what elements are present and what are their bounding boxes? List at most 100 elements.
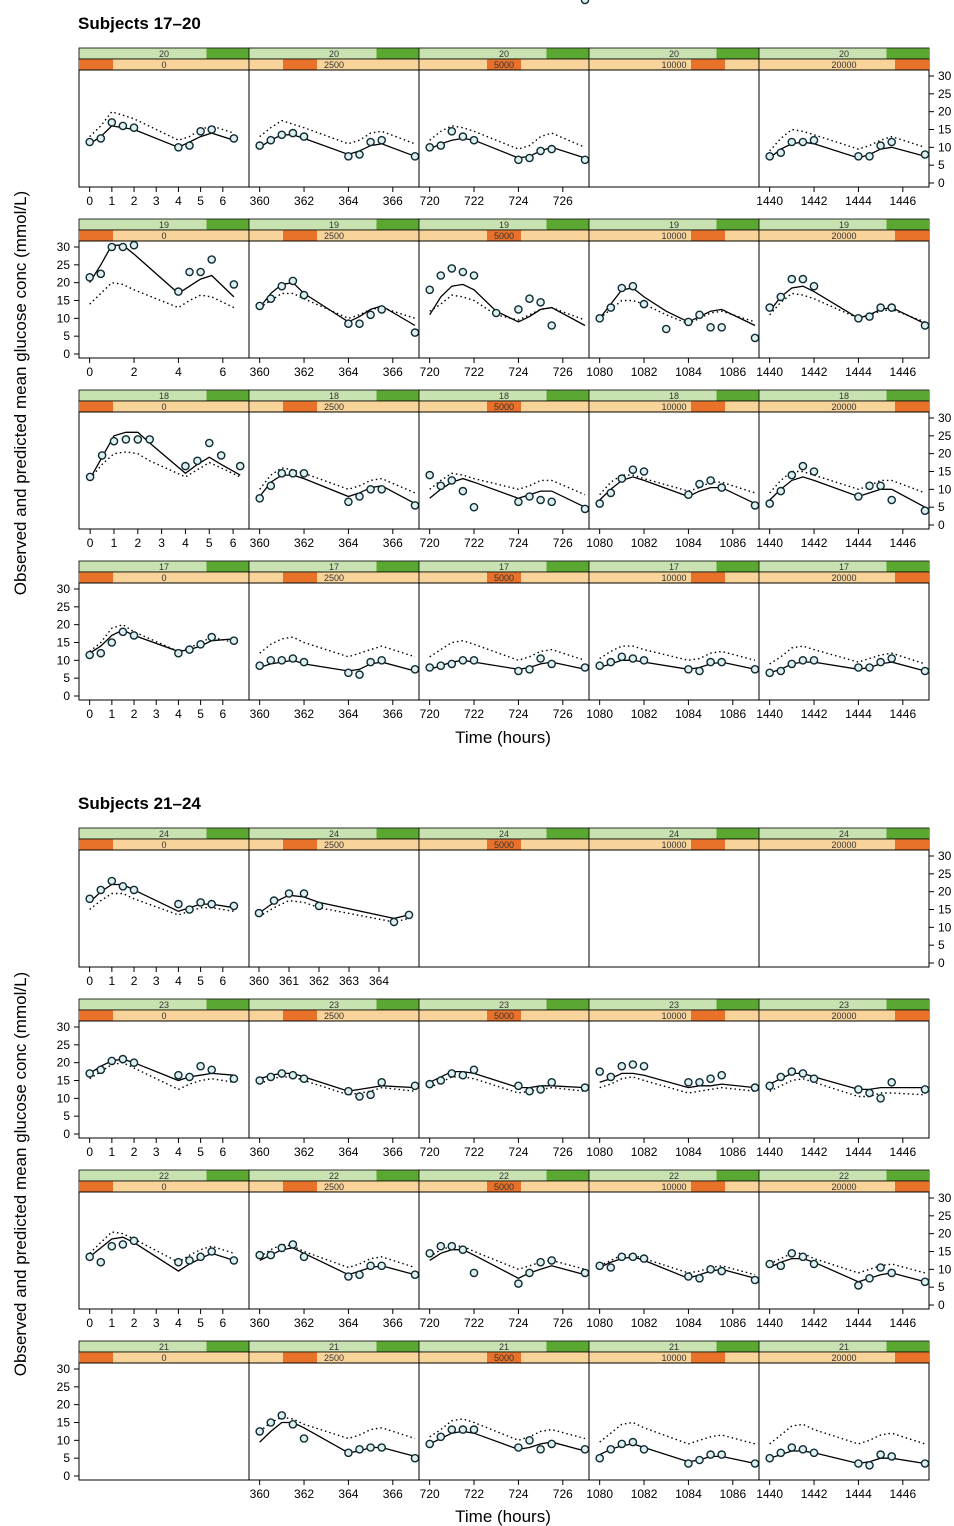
observed-point (107, 118, 117, 127)
individual-prediction-line (599, 1256, 756, 1279)
observed-point (547, 659, 557, 669)
x-tick-label: 360 (250, 536, 270, 550)
y-tick-label: 10 (938, 482, 952, 496)
x-tick-label: 364 (338, 536, 358, 550)
strip-dose-marker (487, 230, 521, 241)
y-tick-label: 15 (57, 294, 71, 308)
observed-point (299, 132, 309, 141)
observed-point (854, 492, 863, 501)
observed-point (377, 484, 387, 494)
observed-point (436, 1241, 446, 1251)
observed-point (436, 1076, 446, 1085)
strip-dose-label: 10000 (661, 231, 686, 241)
observed-point (536, 297, 545, 307)
x-tick-label: 726 (553, 1316, 573, 1330)
x-tick-label: 722 (464, 194, 484, 208)
strip-subject-marker (886, 390, 929, 401)
x-tick-label: 366 (383, 1145, 403, 1159)
observed-point (865, 1461, 874, 1470)
y-tick-label: 20 (938, 1227, 952, 1241)
strip-dose-label: 20000 (831, 1353, 856, 1363)
y-tick-label: 0 (938, 518, 945, 532)
observed-point (355, 1092, 364, 1101)
panel-21-0: 210 (78, 1340, 250, 1481)
observed-point (196, 1061, 205, 1071)
x-tick-label: 360 (250, 1145, 270, 1159)
strip-dose-label: 5000 (494, 1011, 514, 1021)
observed-point (876, 1094, 885, 1103)
observed-point (536, 146, 545, 156)
observed-point (809, 467, 819, 476)
strip-subject-label: 23 (669, 1000, 679, 1010)
x-tick-label: 1446 (889, 1316, 916, 1330)
observed-point (595, 313, 605, 323)
observed-point (876, 141, 885, 150)
observed-point (207, 632, 216, 642)
strip-dose-marker (79, 401, 113, 412)
panel-frame (418, 582, 590, 701)
strip-subject-marker (886, 828, 929, 839)
observed-point (639, 1061, 649, 1071)
x-tick-label: 364 (338, 1487, 358, 1501)
observed-point (299, 468, 309, 478)
observed-point (425, 1249, 435, 1258)
observed-point (536, 1085, 545, 1094)
x-tick-label: 5 (206, 536, 213, 550)
y-tick-label: 20 (938, 885, 952, 899)
observed-point (628, 654, 638, 663)
observed-point (288, 1070, 298, 1080)
observed-point (706, 1265, 715, 1274)
strip-subject-label: 20 (499, 49, 509, 59)
panel-frame (248, 69, 420, 188)
x-tick-label: 1442 (801, 365, 828, 379)
y-tick-label: 25 (57, 258, 71, 272)
strip-dose-label: 2500 (324, 1353, 344, 1363)
y-tick-label: 30 (57, 1020, 71, 1034)
observed-point (185, 1072, 194, 1082)
individual-prediction-line (429, 1070, 586, 1089)
strip-subject-marker (546, 1170, 589, 1181)
panel-frame (248, 582, 420, 701)
population-prediction-line (769, 128, 926, 152)
strip-subject-label: 18 (499, 391, 509, 401)
x-tick-label: 6 (219, 365, 226, 379)
population-prediction-line (429, 472, 586, 496)
y-tick-label: 20 (57, 1398, 71, 1412)
strip-subject-marker (546, 48, 589, 59)
panel-frame (588, 1362, 760, 1481)
panel-frame (758, 69, 930, 188)
strip-subject-label: 23 (839, 1000, 849, 1010)
observed-point (447, 1425, 457, 1434)
x-tick-label: 1442 (801, 1316, 828, 1330)
individual-prediction-line (429, 137, 586, 159)
strip-dose-marker (283, 1010, 317, 1021)
strip-dose-marker (283, 572, 317, 583)
individual-prediction-line (429, 1430, 586, 1452)
strip-subject-label: 19 (329, 220, 339, 230)
observed-point (765, 1081, 775, 1091)
panel-frame (418, 69, 590, 188)
strip-subject-marker (376, 48, 419, 59)
x-tick-label: 1440 (756, 707, 783, 721)
observed-point (85, 894, 94, 904)
strip-subject-marker (716, 390, 759, 401)
strip-subject-label: 17 (839, 562, 849, 572)
y-tick-label: 5 (938, 500, 945, 514)
strip-dose-label: 2500 (324, 60, 344, 70)
x-tick-label: 1442 (801, 707, 828, 721)
strip-subject-marker (376, 1341, 419, 1352)
observed-point (547, 1439, 557, 1449)
observed-point (410, 1453, 420, 1463)
strip-dose-label: 0 (161, 1182, 166, 1192)
observed-point (787, 659, 797, 669)
observed-point (639, 1445, 649, 1454)
y-tick-label: 0 (63, 689, 70, 703)
observed-point (436, 661, 446, 671)
population-prediction-line (89, 451, 241, 480)
strip-subject-marker (546, 999, 589, 1010)
